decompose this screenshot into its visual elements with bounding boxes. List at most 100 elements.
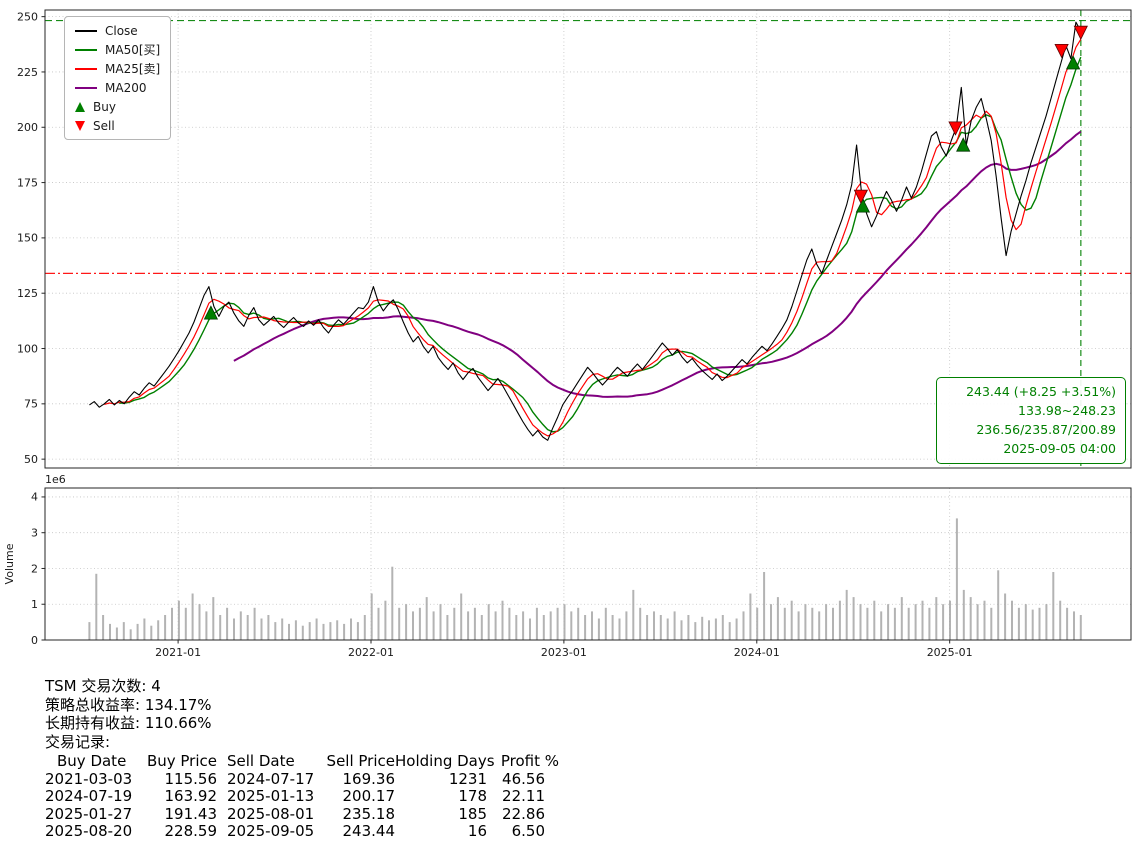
price-annotation-box: 243.44 (+8.25 +3.51%) 133.98~248.23 236.… (936, 377, 1126, 464)
volume-bar (494, 611, 497, 640)
volume-bar (955, 518, 958, 640)
volume-bar (1024, 604, 1027, 640)
annotation-date-line: 2025-09-05 04:00 (1003, 441, 1116, 456)
price-tick-label: 75 (24, 398, 38, 411)
volume-bar (446, 615, 449, 640)
volume-axis-title: Volume (3, 543, 16, 584)
volume-bar (632, 589, 635, 640)
volume-plot-border (44, 487, 1132, 641)
volume-bar (522, 611, 525, 640)
volume-bar (377, 607, 380, 640)
trade-cell: 22.86 (502, 804, 545, 823)
chart-legend: Close MA50[买] MA25[卖] MA200 Buy Sell (64, 16, 172, 140)
trade-row: 2024-07-19 163.92 2025-01-13 200.17 178 22.11 (45, 787, 559, 806)
volume-bar (177, 600, 180, 640)
volume-bar (928, 607, 931, 640)
ma200-line (233, 130, 1082, 398)
date-tick-label: 2024-01 (734, 646, 780, 659)
line-swatch-icon (75, 86, 97, 89)
volume-bar (687, 615, 690, 640)
volume-bar (329, 622, 332, 640)
volume-bar (591, 611, 593, 640)
close-line (89, 21, 1082, 441)
volume-bar (666, 618, 669, 640)
volume-bar (811, 607, 814, 640)
buy-triangle-icon (75, 101, 85, 112)
volume-bar (425, 597, 428, 640)
line-swatch-icon (75, 29, 97, 32)
trade-cell: 22.11 (502, 787, 545, 805)
ma50-line (119, 56, 1082, 433)
volume-bar (363, 615, 366, 640)
volume-bar (198, 604, 201, 640)
price-tick-label: 175 (17, 176, 38, 189)
trade-cell: 16 (467, 822, 487, 840)
price-tick-label: 150 (17, 232, 38, 245)
volume-bar (653, 611, 655, 640)
volume-bar (467, 611, 470, 640)
volume-bar (563, 604, 566, 640)
price-tick-label: 100 (17, 342, 38, 355)
date-tick-label: 2021-01 (155, 646, 201, 659)
volume-bar (921, 600, 924, 640)
trade-cell: 115.56 (164, 769, 218, 788)
volume-bar (343, 623, 346, 640)
volume-bar (763, 572, 766, 640)
trades-header-cell: Buy Price (146, 752, 217, 770)
legend-label: Close (105, 23, 138, 38)
volume-bar (845, 589, 848, 640)
volume-bar (942, 604, 945, 640)
volume-bar (570, 611, 573, 640)
volume-bar (790, 600, 793, 640)
volume-bar (109, 623, 111, 640)
volume-bar (1059, 600, 1062, 640)
volume-bar (900, 597, 903, 640)
trade-cell: 163.92 (164, 787, 218, 805)
volume-bar (673, 611, 676, 640)
volume-bar (529, 618, 531, 640)
legend-label: MA200 (105, 80, 147, 95)
volume-bar (721, 615, 724, 640)
trade-row: 2021-03-03 115.56 2024-07-17 169.36 1231 46.5… (45, 769, 559, 789)
volume-bar (1066, 607, 1069, 640)
price-tick-label: 50 (24, 453, 38, 466)
volume-bar (115, 627, 118, 640)
volume-bar (990, 607, 993, 640)
trade-row: 2025-08-20 228.59 2025-09-05 243.44 16 6.50 (45, 822, 559, 841)
volume-bar (1011, 600, 1013, 640)
trade-cell: 2025-09-05 (227, 822, 315, 840)
trade-cell: 235.18 (342, 804, 396, 823)
volume-bar (150, 625, 153, 640)
volume-bar (969, 597, 972, 640)
volume-bar (418, 607, 421, 640)
legend-item-0: Close (75, 23, 160, 38)
volume-bar (680, 620, 683, 640)
volume-tick-label: 0 (31, 634, 38, 647)
hold-return-line: 长期持有收益: 110.66% (45, 714, 212, 732)
volume-bar (694, 622, 697, 640)
legend-label: Sell (93, 118, 115, 133)
legend-item-5: Sell (75, 118, 160, 133)
volume-bar (770, 604, 772, 640)
price-tick-label: 125 (17, 287, 38, 300)
volume-bar (515, 615, 518, 640)
buy-marker (203, 305, 219, 320)
volume-bar (797, 611, 800, 640)
legend-label: MA50[买] (105, 43, 161, 57)
trade-cell: 243.44 (342, 822, 396, 840)
trades-table: Buy Date Buy Price Sell Date Sell Price Hold… (45, 752, 559, 841)
date-tick-label: 2023-01 (541, 646, 587, 659)
sell-marker (1054, 44, 1069, 59)
trade-cell: 191.43 (164, 804, 218, 823)
volume-bar (618, 618, 621, 640)
legend-item-2: MA25[卖] (75, 61, 160, 76)
trade-cell: 2021-03-03 (45, 769, 133, 788)
volume-bar (405, 604, 408, 640)
volume-bar (102, 615, 105, 640)
trade-cell: 2025-01-27 (45, 804, 133, 823)
volume-bar (866, 607, 869, 640)
volume-bar (412, 611, 414, 640)
volume-bar (887, 604, 890, 640)
volume-tick-label: 4 (31, 491, 38, 504)
trade-cell: 2024-07-17 (227, 769, 315, 788)
